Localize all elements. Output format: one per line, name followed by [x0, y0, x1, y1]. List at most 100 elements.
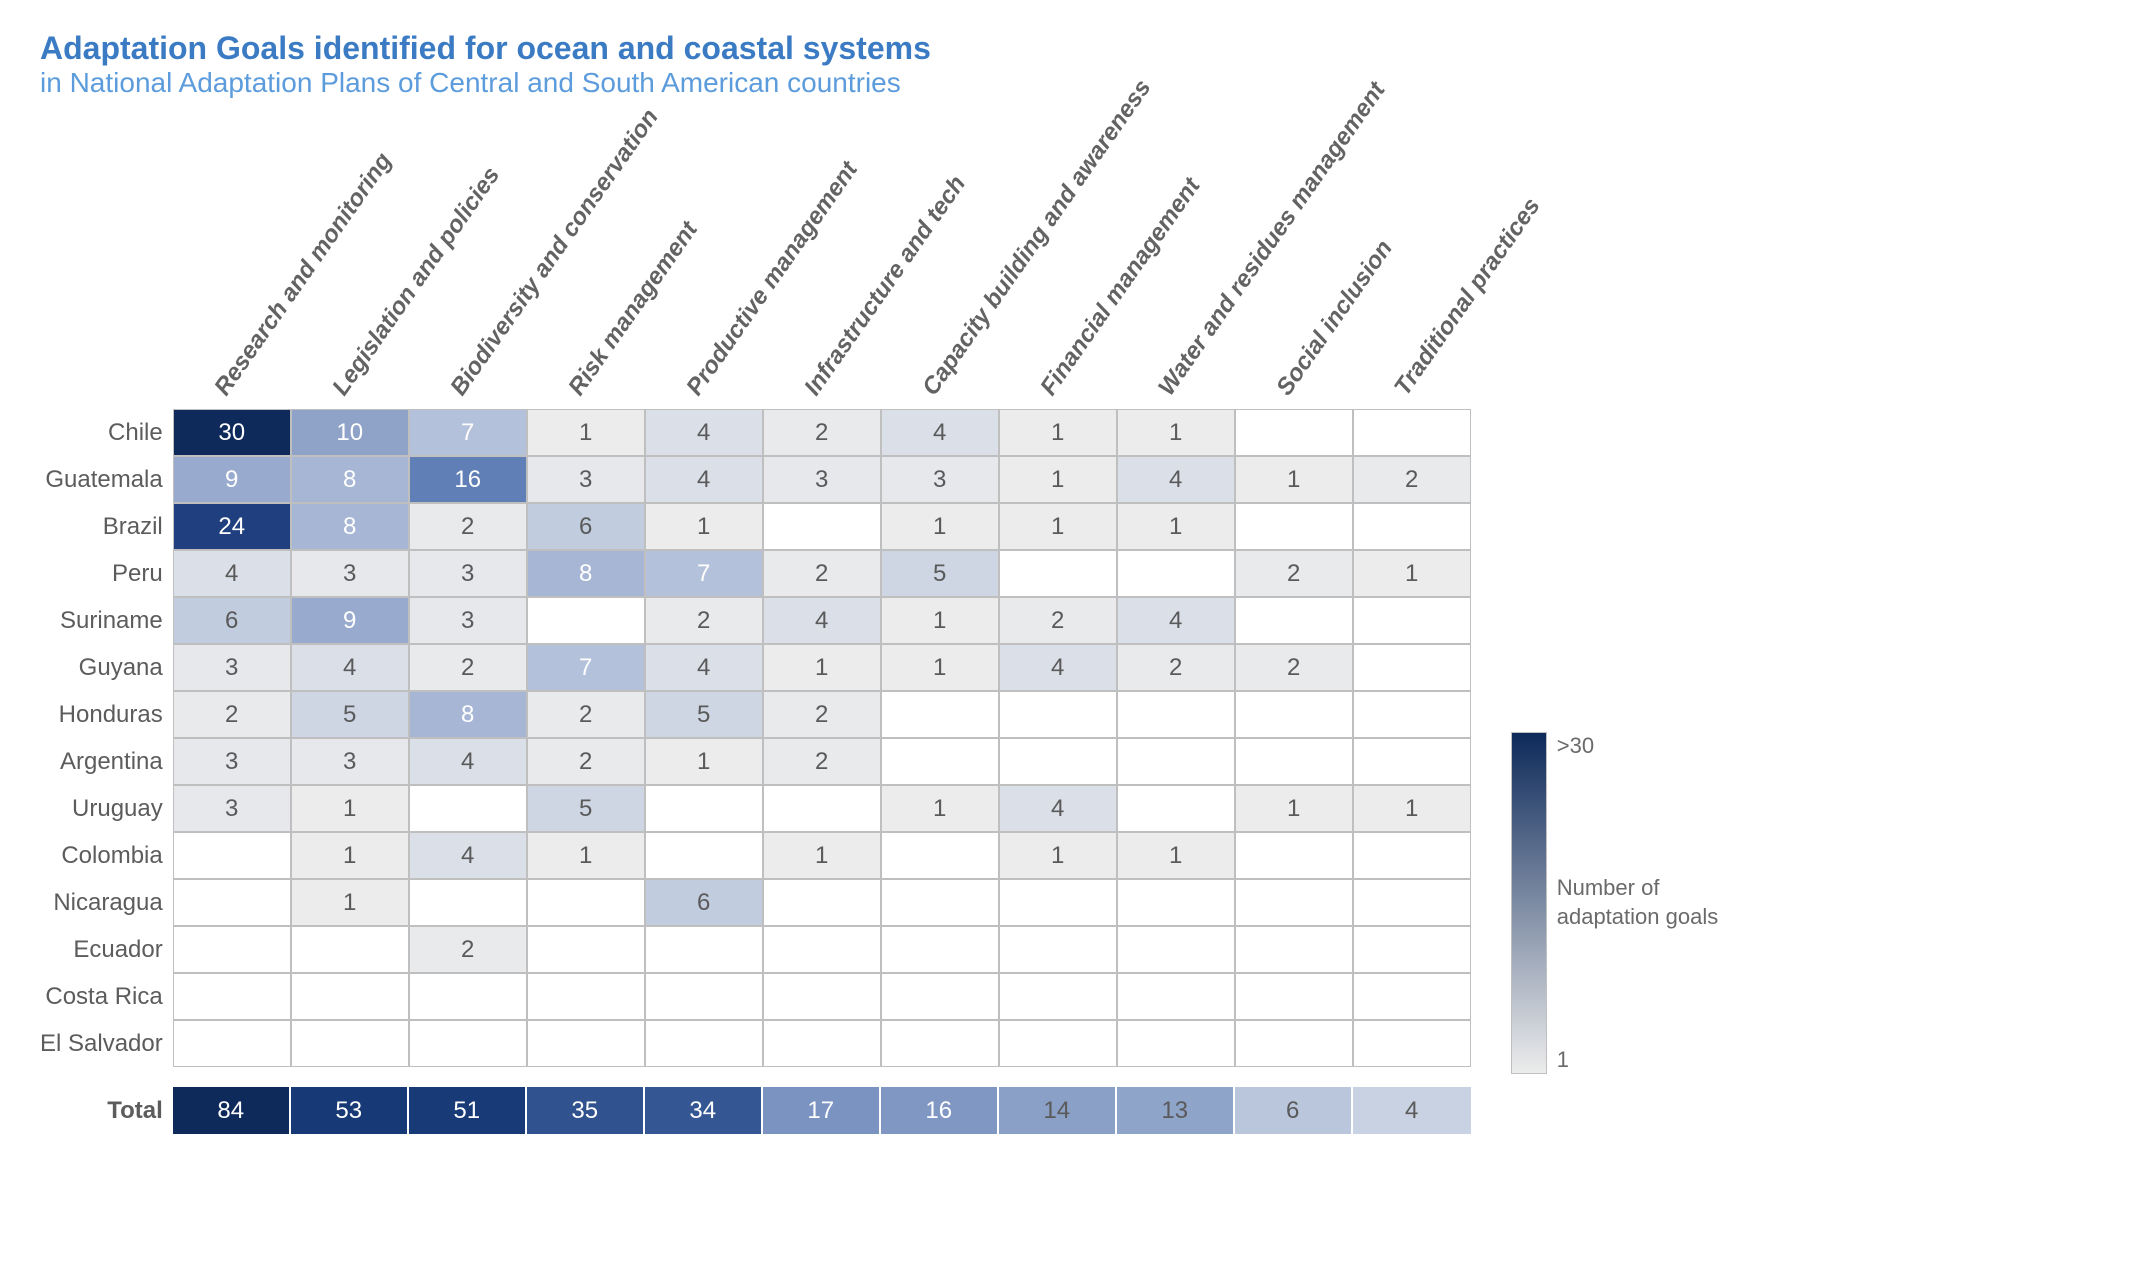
heatmap-cell [1235, 926, 1353, 973]
heatmap-cell: 2 [1117, 644, 1235, 691]
heatmap-cell: 2 [527, 691, 645, 738]
heatmap-cell [645, 926, 763, 973]
heatmap-cell: 1 [1235, 456, 1353, 503]
heatmap-cell: 1 [645, 738, 763, 785]
heatmap-cell: 4 [1117, 456, 1235, 503]
heatmap-cell: 1 [763, 644, 881, 691]
totals-cell: 14 [999, 1087, 1117, 1134]
heatmap-cell [999, 550, 1117, 597]
heatmap-cell: 1 [999, 503, 1117, 550]
heatmap-cell [763, 1020, 881, 1067]
heatmap-cell: 2 [763, 409, 881, 456]
heatmap-cell [409, 973, 527, 1020]
row-header: Nicaragua [40, 879, 173, 926]
heatmap-cell: 4 [645, 409, 763, 456]
heatmap-cell [1235, 409, 1353, 456]
heatmap-cell [1117, 691, 1235, 738]
heatmap-cell [999, 738, 1117, 785]
heatmap-cell: 1 [291, 832, 409, 879]
heatmap-cell [999, 691, 1117, 738]
totals-cell: 34 [645, 1087, 763, 1134]
color-legend: >30 Number of adaptation goals 1 [1511, 732, 1721, 1134]
heatmap-cell: 2 [763, 738, 881, 785]
row-header: El Salvador [40, 1020, 173, 1067]
row-header: Honduras [40, 691, 173, 738]
row-header: Ecuador [40, 926, 173, 973]
heatmap-cell [1353, 1020, 1471, 1067]
heatmap-cell: 1 [881, 644, 999, 691]
page-subtitle: in National Adaptation Plans of Central … [40, 67, 2104, 99]
heatmap-cell [1235, 691, 1353, 738]
legend-bottom-label: 1 [1557, 1047, 1718, 1073]
heatmap-cell [763, 926, 881, 973]
column-header: Water and residues management [1117, 109, 1235, 409]
heatmap-cell [881, 926, 999, 973]
heatmap-cell: 5 [291, 691, 409, 738]
column-header: Traditional practices [1353, 109, 1471, 409]
heatmap-cell: 4 [763, 597, 881, 644]
legend-mid-label-1: Number of [1557, 875, 1660, 900]
heatmap-cell: 1 [999, 456, 1117, 503]
row-header: Costa Rica [40, 973, 173, 1020]
heatmap-cell [1235, 503, 1353, 550]
heatmap-cell [645, 785, 763, 832]
heatmap-cell [1353, 597, 1471, 644]
heatmap-cell [1353, 503, 1471, 550]
totals-cell: 16 [881, 1087, 999, 1134]
heatmap-cell [1117, 973, 1235, 1020]
heatmap-table: Research and monitoringLegislation and p… [40, 109, 1471, 1134]
totals-cell: 17 [763, 1087, 881, 1134]
heatmap-cell: 6 [173, 597, 291, 644]
heatmap-cell: 1 [291, 879, 409, 926]
heatmap-cell: 30 [173, 409, 291, 456]
heatmap-cell [763, 879, 881, 926]
heatmap-cell [527, 926, 645, 973]
column-header: Biodiversity and conservation [409, 109, 527, 409]
heatmap-cell: 1 [1117, 409, 1235, 456]
heatmap-cell [291, 1020, 409, 1067]
heatmap-cell [1117, 1020, 1235, 1067]
heatmap-cell: 3 [881, 456, 999, 503]
heatmap-cell [173, 973, 291, 1020]
heatmap-cell [881, 691, 999, 738]
legend-top-label: >30 [1557, 733, 1718, 759]
heatmap-cell [527, 1020, 645, 1067]
heatmap-cell [1117, 879, 1235, 926]
heatmap-cell: 2 [763, 691, 881, 738]
row-header: Peru [40, 550, 173, 597]
heatmap-cell [1353, 738, 1471, 785]
heatmap-cell: 7 [409, 409, 527, 456]
heatmap-cell: 3 [763, 456, 881, 503]
heatmap-cell [409, 785, 527, 832]
heatmap-cell [1235, 832, 1353, 879]
heatmap-cell: 4 [645, 644, 763, 691]
heatmap-cell: 2 [1235, 644, 1353, 691]
heatmap-cell [527, 879, 645, 926]
column-header: Social inclusion [1235, 109, 1353, 409]
row-header: Chile [40, 409, 173, 456]
totals-cell: 35 [527, 1087, 645, 1134]
heatmap-cell: 24 [173, 503, 291, 550]
heatmap-cell: 3 [291, 550, 409, 597]
heatmap-cell [645, 1020, 763, 1067]
heatmap-cell [1235, 1020, 1353, 1067]
heatmap-cell: 2 [173, 691, 291, 738]
heatmap-cell [999, 1020, 1117, 1067]
totals-cell: 13 [1117, 1087, 1235, 1134]
heatmap-cell: 3 [291, 738, 409, 785]
heatmap-cell [1353, 879, 1471, 926]
heatmap-cell: 2 [1353, 456, 1471, 503]
heatmap-cell: 5 [881, 550, 999, 597]
heatmap-cell [1117, 785, 1235, 832]
heatmap-cell: 4 [291, 644, 409, 691]
heatmap-cell: 1 [527, 409, 645, 456]
heatmap-cell [999, 879, 1117, 926]
heatmap-cell: 1 [1117, 503, 1235, 550]
heatmap-cell: 7 [645, 550, 763, 597]
heatmap-cell [1117, 738, 1235, 785]
heatmap-cell [763, 503, 881, 550]
row-header: Argentina [40, 738, 173, 785]
heatmap-cell [173, 879, 291, 926]
heatmap-cell [1353, 832, 1471, 879]
heatmap-cell [173, 832, 291, 879]
